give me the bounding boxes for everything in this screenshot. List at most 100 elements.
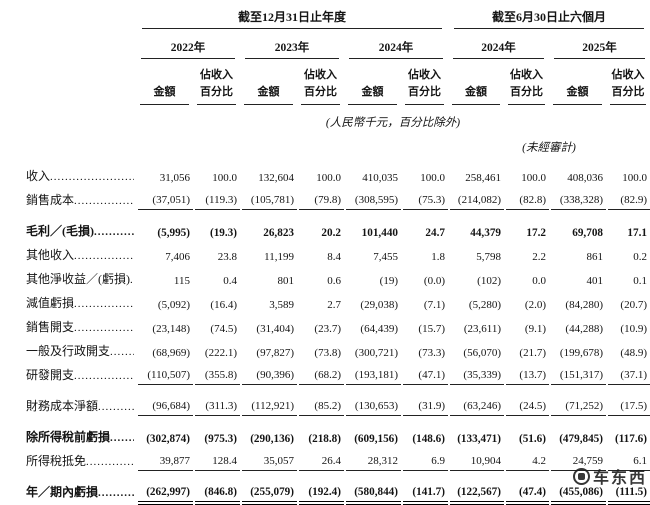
- cell-value: (112,921): [242, 393, 297, 417]
- cell-value: 115: [173, 275, 190, 288]
- cell-value: (111.5): [608, 479, 650, 505]
- table-row: 銷售開支 (23,148) (74.5) (31,404) (23.7) (64,439)…: [26, 314, 647, 337]
- cell-value: 6.9: [403, 451, 448, 472]
- row-label: 銷售成本: [26, 193, 75, 208]
- cell-value: (23,148): [152, 323, 190, 336]
- table-row: 銷售成本 (37,051)(119.3)(105,781)(79.8)(308,5…: [26, 187, 650, 211]
- cell-value: (308,595): [346, 190, 401, 211]
- cell-value: 3,589: [269, 299, 294, 312]
- cell-value: (90,396): [242, 365, 297, 386]
- cell-value: 17.2: [526, 227, 546, 240]
- cell-value: (15.7): [418, 323, 445, 336]
- cell-value: (141.7): [403, 479, 448, 505]
- year-column-header: 2023年: [245, 39, 339, 59]
- cell-value: 410,035: [362, 172, 398, 185]
- dot-leader: [94, 226, 134, 238]
- cell-value: 100.0: [212, 172, 237, 185]
- cell-value: (74.5): [210, 323, 237, 336]
- cell-value: 23.8: [217, 251, 237, 264]
- cell-value: 24.7: [425, 227, 445, 240]
- dot-leader: [50, 171, 134, 183]
- cell-value: 2.7: [327, 299, 341, 312]
- row-label-cell: 除所得稅前虧損: [26, 421, 136, 447]
- cell-value: (75.3): [403, 190, 448, 211]
- pct-header-line1: 佔收入: [408, 69, 441, 81]
- table-row: 毛利／(毛損) (5,995) (19.3) 26,823 20.2 101,440 24.…: [26, 215, 647, 241]
- cell-value: 258,461: [465, 172, 501, 185]
- row-label-cell: 年／期內虧損: [26, 476, 136, 502]
- pct-header-line2: 百分比: [304, 86, 337, 99]
- dot-leader: [98, 401, 134, 413]
- cell-value: (23.7): [314, 323, 341, 336]
- cell-value: (48.9): [620, 347, 647, 360]
- table-row: 除所得稅前虧損 (302,874) (975.3) (290,136) (218.8) (…: [26, 421, 647, 447]
- cell-value: (5,280): [468, 299, 501, 312]
- cell-value: (7.1): [423, 299, 445, 312]
- row-label: 一般及行政開支: [26, 344, 111, 359]
- cell-value: (13.7): [506, 365, 549, 386]
- amount-column-header: 金額: [553, 84, 602, 106]
- cell-value: 101,440: [361, 227, 398, 240]
- cell-value: (44,288): [565, 323, 603, 336]
- table-body: 收入 31,056 100.0 132,604 100.0 410,035 100.0 258…: [26, 163, 650, 505]
- row-label: 除所得稅前虧損: [26, 430, 111, 445]
- dot-leader: [98, 487, 134, 499]
- cell-value: (97,827): [256, 347, 294, 360]
- period-group-interim: 截至6月30日止六個月: [454, 8, 644, 29]
- row-label: 其他收入: [26, 248, 75, 263]
- dot-leader: [110, 432, 134, 444]
- table-row: 其他收入 7,406 23.8 11,199 8.4 7,455 1.8 5,798 2.2 86…: [26, 242, 647, 265]
- pct-of-revenue-column-header: 佔收入 百分比: [508, 67, 545, 106]
- amount-column-header: 金額: [244, 84, 293, 106]
- cell-value: (5,995): [157, 227, 190, 240]
- dot-leader: [110, 346, 134, 358]
- cell-value: 17.1: [627, 227, 647, 240]
- cell-value: (51.6): [518, 433, 546, 446]
- cell-value: 10,904: [450, 451, 504, 472]
- dot-leader: [74, 250, 134, 262]
- cell-value: (68.2): [299, 365, 344, 386]
- pct-header-line2: 百分比: [408, 86, 441, 99]
- cell-value: (110,507): [138, 365, 193, 386]
- cell-value: (47.4): [506, 479, 549, 505]
- cell-value: (302,874): [146, 433, 190, 446]
- cell-value: (17.5): [608, 393, 650, 417]
- row-label-cell: 一般及行政開支: [26, 338, 136, 361]
- table-row: 收入 31,056 100.0 132,604 100.0 410,035 100.0 258…: [26, 163, 647, 186]
- cell-value: (338,328): [551, 190, 606, 211]
- cell-value: (20.7): [620, 299, 647, 312]
- cell-value: 1.8: [431, 251, 445, 264]
- pct-header-line1: 佔收入: [611, 69, 645, 81]
- row-label-cell: 收入: [26, 163, 136, 186]
- period-group-annual: 截至12月31日止年度: [142, 8, 442, 29]
- row-label-cell: 毛利／(毛損): [26, 215, 136, 241]
- pct-header-line1: 佔收入: [200, 69, 233, 81]
- table-row: 減值虧損 (5,092) (16.4) 3,589 2.7 (29,038) (7.1) (5…: [26, 290, 647, 313]
- cell-value: (84,280): [565, 299, 603, 312]
- cell-value: (5,092): [157, 299, 190, 312]
- cell-value: 8.4: [327, 251, 341, 264]
- cell-value: 100.0: [521, 172, 546, 185]
- cell-value: 0.4: [223, 275, 237, 288]
- cell-value: 2.2: [532, 251, 546, 264]
- cell-value: (218.8): [308, 433, 341, 446]
- cell-value: 408,036: [567, 172, 603, 185]
- cell-value: (214,082): [450, 190, 504, 211]
- dot-leader: [74, 322, 134, 334]
- cell-value: (63,246): [450, 393, 504, 417]
- cell-value: 0.1: [633, 275, 647, 288]
- cell-value: (73.3): [418, 347, 445, 360]
- cell-value: 7,455: [373, 251, 398, 264]
- cell-value: (122,567): [450, 479, 504, 505]
- currency-note-row: (人民幣千元，百分比除外): [26, 114, 644, 130]
- cell-value: 11,199: [264, 251, 294, 264]
- pct-of-revenue-column-header: 佔收入 百分比: [197, 67, 236, 106]
- table-row: 研發開支 (110,507)(355.8)(90,396)(68.2)(193,1…: [26, 362, 650, 386]
- cell-value: (199,678): [559, 347, 603, 360]
- unaudited-note-row: (未經審計): [26, 139, 644, 155]
- dot-leader: [86, 456, 134, 468]
- unaudited-note: (未經審計): [522, 142, 576, 155]
- cell-value: (119.3): [195, 190, 240, 211]
- cell-value: (19.3): [209, 227, 237, 240]
